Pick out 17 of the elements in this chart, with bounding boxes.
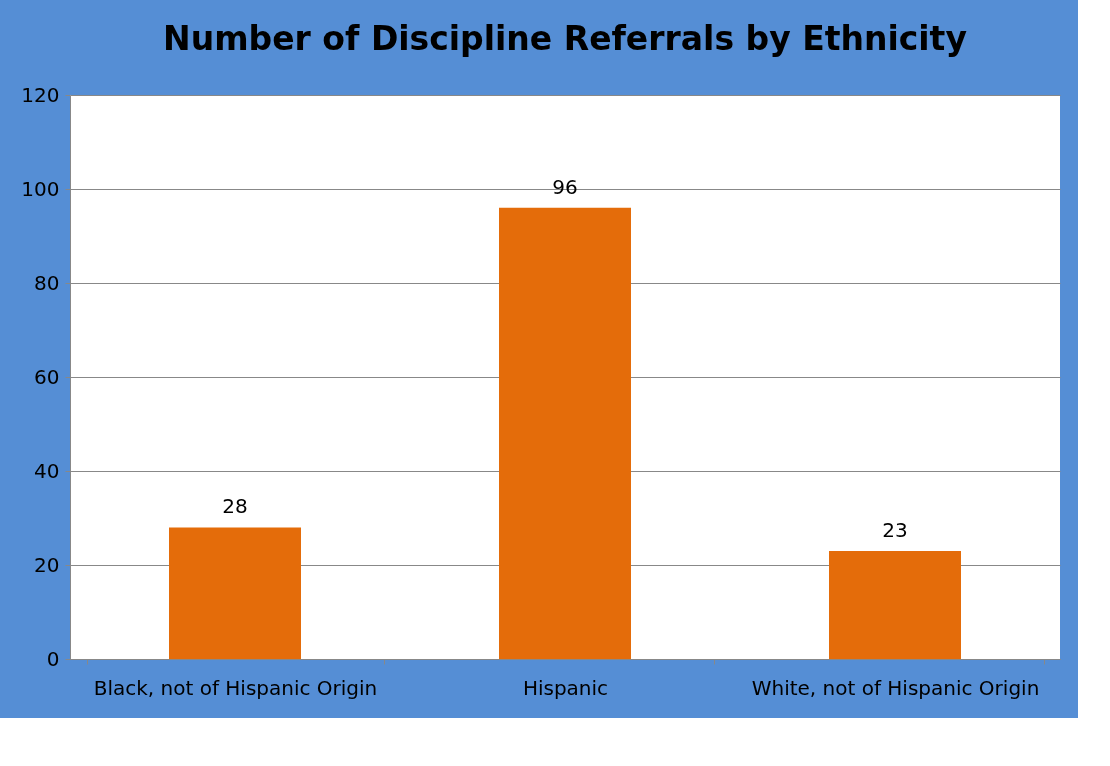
data-label: 23 — [882, 517, 908, 542]
y-tick-label: 100 — [21, 176, 60, 201]
y-tick-label: 40 — [34, 458, 60, 483]
data-label: 28 — [222, 494, 248, 519]
y-tick-label: 20 — [34, 552, 60, 577]
bar — [169, 527, 301, 659]
x-tick-label: Hispanic — [522, 675, 609, 700]
bar — [829, 550, 961, 659]
bar — [499, 207, 631, 659]
y-tick-label: 0 — [46, 646, 60, 671]
data-label: 96 — [552, 174, 578, 199]
y-tick-label: 80 — [34, 270, 60, 295]
x-tick-label: Black, not of Hispanic Origin — [93, 675, 378, 700]
y-tick-label: 60 — [34, 364, 60, 389]
chart-title: Number of Discipline Referrals by Ethnicity — [163, 19, 967, 58]
x-tick-label: White, not of Hispanic Origin — [751, 675, 1040, 700]
y-tick-label: 120 — [21, 82, 60, 107]
